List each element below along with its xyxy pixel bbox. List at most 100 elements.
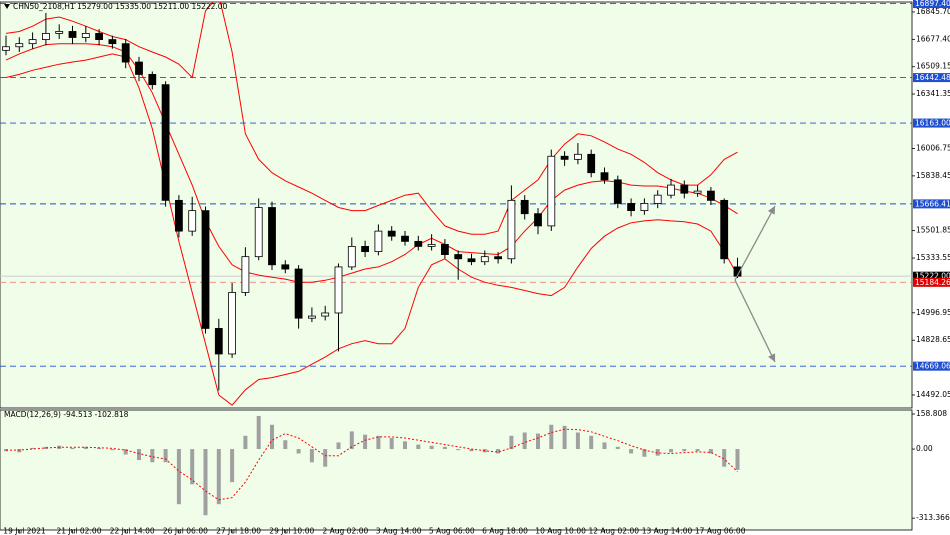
macd-bar [442,446,447,450]
macd-bar [243,435,248,450]
level-label-box [913,118,950,128]
projection-arrow-down [734,279,776,363]
candle-body [228,292,237,355]
macd-bar [17,449,22,453]
macd-bar [669,449,673,453]
x-tick-label: 6 Aug 18:00 [482,527,528,535]
macd-bar [708,449,713,454]
candle-body [68,31,77,38]
candle-body [55,31,64,34]
macd-bar [735,449,740,470]
candle-body [707,190,715,201]
symbol-icon [4,4,10,9]
projection-arrow-up [734,205,776,281]
macd-bar [30,447,35,450]
x-tick-label: 2 Aug 02:00 [323,527,369,535]
macd-bar [83,446,88,450]
x-tick-label: 5 Aug 06:00 [429,527,475,535]
candle-body [307,315,316,319]
macd-bar [469,449,474,452]
macd-bar [363,434,368,450]
y-tick-label: 16509.15 [916,62,950,71]
macd-bar [429,445,434,450]
macd-bar [456,449,461,451]
level-label: 15184.26 [915,278,950,287]
candle-body [680,184,689,194]
level-label-box [913,0,950,9]
candle-body [587,153,596,174]
x-tick-label: 27 Jul 18:00 [216,527,261,535]
x-tick-label: 21 Jul 02:00 [57,527,102,535]
macd-bar [150,449,155,463]
macd-bar [416,444,421,450]
level-label: 15222.00 [915,272,950,281]
macd-bar [403,441,407,450]
macd-bar [70,447,75,450]
macd-bar [629,449,634,454]
candle-body [334,266,343,314]
y-tick-label: -313.366 [916,513,950,522]
macd-bar [522,432,527,450]
candle-body [720,199,729,260]
macd-bar [216,449,221,505]
macd-bar [642,449,647,457]
macd-bar [602,442,607,450]
candle-body [613,179,622,204]
candle-body [108,39,117,45]
y-tick-label: 158.808 [916,409,947,418]
candle-body [507,199,516,260]
axes: 16845.70 16677.40 16509.15 16341.35 16006.75… [3,0,950,535]
macd-bar [296,449,301,454]
candle-body [520,199,529,215]
candle-body [414,240,423,247]
candle-body [574,153,582,160]
macd-bar [589,435,594,450]
y-tick-label: 14492.05 [916,390,950,399]
candle-body [627,203,635,212]
candle-body [667,184,675,196]
y-tick-label: 0.00 [916,444,933,453]
macd-bar [389,438,394,450]
macd-bar [695,449,700,452]
macd-bar [376,435,381,450]
candle-body [281,264,290,270]
level-label-box [913,199,950,209]
macd-bar [655,449,660,456]
candle-body [374,230,383,253]
candle-body [347,246,356,268]
macd-bar [123,449,128,455]
x-tick-label: 12 Aug 02:00 [589,527,640,535]
level-label: 14669.06 [915,362,950,371]
x-tick-label: 29 Jul 10:00 [269,527,314,535]
candle-body [121,43,130,63]
candle-body [148,74,157,86]
candle-body [95,33,103,40]
candle-body [427,244,436,247]
macd-bar [203,449,208,516]
level-label-box [913,277,950,287]
macd-bar [283,440,288,450]
macd-bar [176,449,181,505]
macd-bar [163,449,168,463]
candle-body [174,199,183,232]
level-label: 16897.40 [915,0,950,8]
level-label: 16163.00 [915,119,950,128]
candle-body [214,328,223,355]
candle-body [15,43,24,48]
x-tick-label: 17 Aug 06:00 [695,527,746,535]
macd-bar [682,449,687,452]
y-tick-label: 14996.95 [916,308,950,317]
candle-body [321,312,330,317]
candle-body [268,207,276,266]
level-label-box [913,73,950,83]
x-tick-label: 22 Jul 14:00 [110,527,155,535]
candle-body [640,203,649,212]
bollinger-upper [5,2,738,235]
macd-bar [309,449,314,463]
level-label: 15666.41 [915,199,950,208]
y-tick-label: 15838.45 [916,171,950,180]
y-tick-label: 16677.40 [916,34,950,43]
candle-body [467,258,476,263]
